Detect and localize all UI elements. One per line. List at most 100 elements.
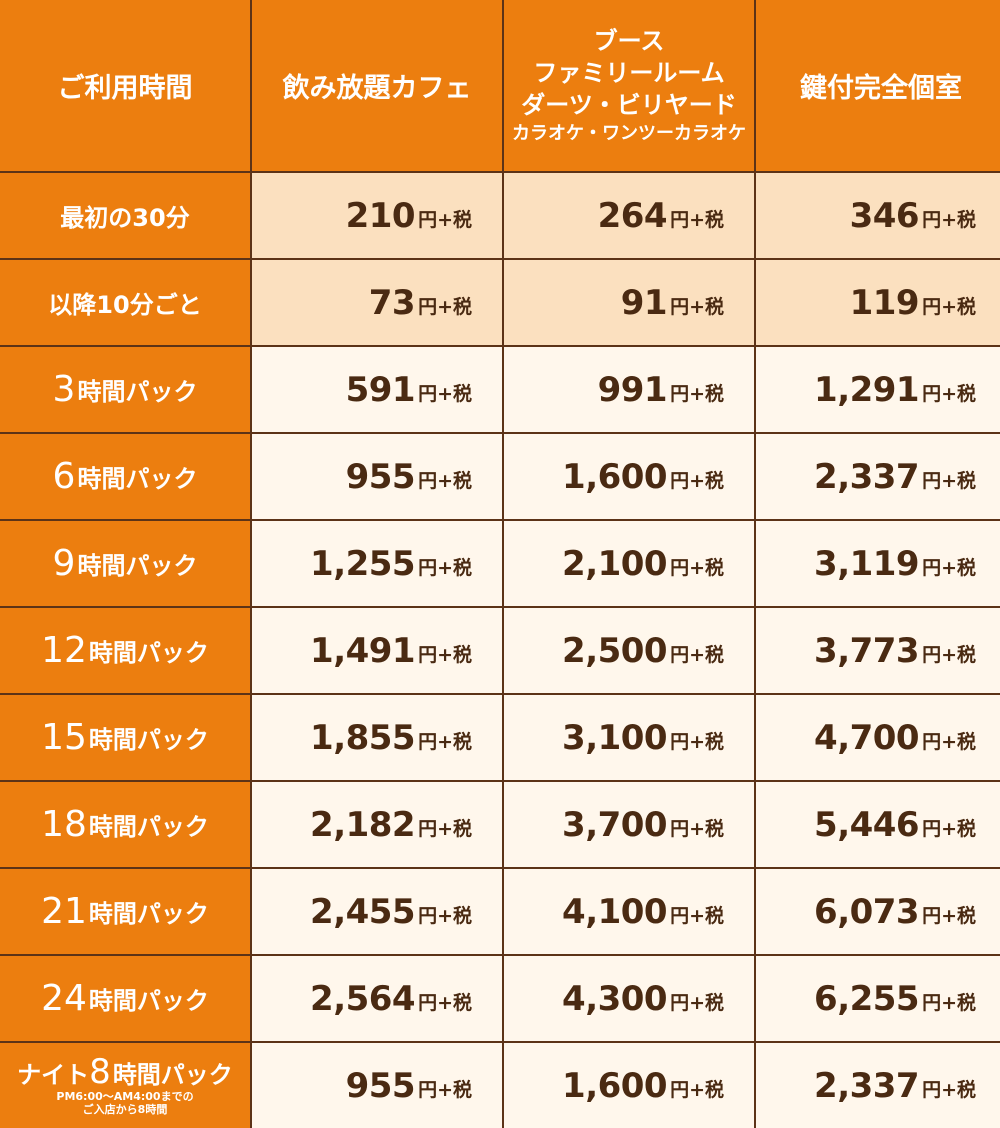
price-amount: 2,337 <box>814 1065 920 1106</box>
price-cell: 6,073 円+税 <box>756 869 1000 954</box>
price-unit: 円+税 <box>418 644 472 666</box>
row-label-text: 時間パック <box>112 1060 233 1089</box>
price-cell: 2,337 円+税 <box>756 1043 1000 1128</box>
price-cell: 5,446 円+税 <box>756 782 1000 867</box>
price-unit: 円+税 <box>922 470 976 492</box>
price-unit: 円+税 <box>418 905 472 927</box>
row-label-first-30min: 最初の30分 <box>0 173 250 258</box>
price-amount: 4,700 <box>814 717 920 758</box>
night-pack-duration-note: ご入店から8時間 <box>82 1103 168 1117</box>
price-amount: 210 <box>345 195 416 236</box>
row-label-every-10min: 以降10分ごと <box>0 260 250 345</box>
price-cell: 591 円+税 <box>252 347 502 432</box>
price-cell: 4,100 円+税 <box>504 869 754 954</box>
row-label-text: 時間パック <box>77 552 198 580</box>
price-unit: 円+税 <box>922 557 976 579</box>
price-unit: 円+税 <box>922 296 976 318</box>
row-label-3h-pack: 3 時間パック <box>0 347 250 432</box>
price-unit: 円+税 <box>418 383 472 405</box>
price-unit: 円+税 <box>418 470 472 492</box>
price-cell: 1,600 円+税 <box>504 434 754 519</box>
price-cell: 4,700 円+税 <box>756 695 1000 780</box>
price-amount: 5,446 <box>814 804 920 845</box>
price-unit: 円+税 <box>670 296 724 318</box>
price-amount: 955 <box>345 1065 416 1106</box>
row-label-hours: 9 <box>52 543 76 584</box>
price-unit: 円+税 <box>418 731 472 753</box>
price-unit: 円+税 <box>418 1079 472 1101</box>
night-pack-hours-note: PM6:00～AM4:00までの <box>56 1090 194 1104</box>
price-amount: 6,073 <box>814 891 920 932</box>
row-label-text: 最初の30分 <box>60 204 190 232</box>
row-label-text: 時間パック <box>77 378 198 406</box>
price-unit: 円+税 <box>418 557 472 579</box>
price-unit: 円+税 <box>418 992 472 1014</box>
price-cell: 1,255 円+税 <box>252 521 502 606</box>
price-cell: 346 円+税 <box>756 173 1000 258</box>
price-unit: 円+税 <box>418 209 472 231</box>
header-booth-line: ブース <box>593 26 665 55</box>
price-unit: 円+税 <box>670 731 724 753</box>
price-unit: 円+税 <box>922 905 976 927</box>
price-cell: 2,564 円+税 <box>252 956 502 1041</box>
row-label-hours: 8 <box>89 1051 111 1092</box>
price-amount: 2,500 <box>562 630 668 671</box>
price-amount: 346 <box>849 195 920 236</box>
night-pack-prefix: ナイト <box>17 1060 90 1089</box>
price-amount: 2,337 <box>814 456 920 497</box>
row-label-text: 時間パック <box>88 726 209 754</box>
row-label-text: 時間パック <box>88 900 209 928</box>
price-amount: 119 <box>849 282 920 323</box>
price-cell: 264 円+税 <box>504 173 754 258</box>
price-amount: 3,119 <box>814 543 920 584</box>
price-amount: 591 <box>345 369 416 410</box>
header-private-room-label: 鍵付完全個室 <box>800 73 962 104</box>
price-amount: 264 <box>597 195 668 236</box>
price-unit: 円+税 <box>670 209 724 231</box>
row-label-21h-pack: 21 時間パック <box>0 869 250 954</box>
price-cell: 119 円+税 <box>756 260 1000 345</box>
price-cell: 91 円+税 <box>504 260 754 345</box>
price-cell: 1,600 円+税 <box>504 1043 754 1128</box>
price-amount: 3,100 <box>562 717 668 758</box>
night-pack-title: ナイト8時間パック <box>17 1051 233 1092</box>
price-cell: 210 円+税 <box>252 173 502 258</box>
price-cell: 2,100 円+税 <box>504 521 754 606</box>
price-cell: 1,855 円+税 <box>252 695 502 780</box>
price-cell: 3,773 円+税 <box>756 608 1000 693</box>
row-label-text: 時間パック <box>77 465 198 493</box>
row-label-hours: 24 <box>41 978 87 1019</box>
price-amount: 2,455 <box>310 891 416 932</box>
price-amount: 4,300 <box>562 978 668 1019</box>
price-unit: 円+税 <box>922 818 976 840</box>
header-darts-billiards-line: ダーツ・ビリヤード <box>521 90 737 119</box>
price-amount: 2,182 <box>310 804 416 845</box>
price-unit: 円+税 <box>418 818 472 840</box>
price-cell: 955 円+税 <box>252 434 502 519</box>
price-unit: 円+税 <box>670 470 724 492</box>
row-label-6h-pack: 6 時間パック <box>0 434 250 519</box>
price-cell: 6,255 円+税 <box>756 956 1000 1041</box>
price-amount: 2,100 <box>562 543 668 584</box>
price-unit: 円+税 <box>922 992 976 1014</box>
price-cell: 1,491 円+税 <box>252 608 502 693</box>
price-amount: 91 <box>620 282 668 323</box>
price-amount: 1,491 <box>310 630 416 671</box>
price-unit: 円+税 <box>670 644 724 666</box>
price-unit: 円+税 <box>922 644 976 666</box>
header-private-room: 鍵付完全個室 <box>756 0 1000 171</box>
price-amount: 6,255 <box>814 978 920 1019</box>
price-cell: 3,100 円+税 <box>504 695 754 780</box>
price-unit: 円+税 <box>670 383 724 405</box>
header-drink-cafe: 飲み放題カフェ <box>252 0 502 171</box>
price-cell: 2,500 円+税 <box>504 608 754 693</box>
row-label-hours: 21 <box>41 891 87 932</box>
price-amount: 1,855 <box>310 717 416 758</box>
row-label-night-8h-pack: ナイト8時間パック PM6:00～AM4:00までの ご入店から8時間 <box>0 1043 250 1128</box>
price-amount: 1,600 <box>562 456 668 497</box>
price-amount: 991 <box>597 369 668 410</box>
row-label-hours: 6 <box>52 456 76 497</box>
header-family-room-line: ファミリールーム <box>533 58 725 87</box>
price-cell: 2,182 円+税 <box>252 782 502 867</box>
